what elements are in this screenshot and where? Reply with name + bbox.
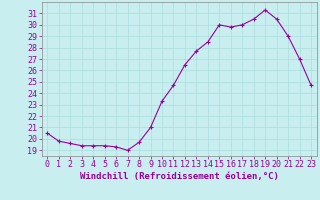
X-axis label: Windchill (Refroidissement éolien,°C): Windchill (Refroidissement éolien,°C) [80, 172, 279, 181]
